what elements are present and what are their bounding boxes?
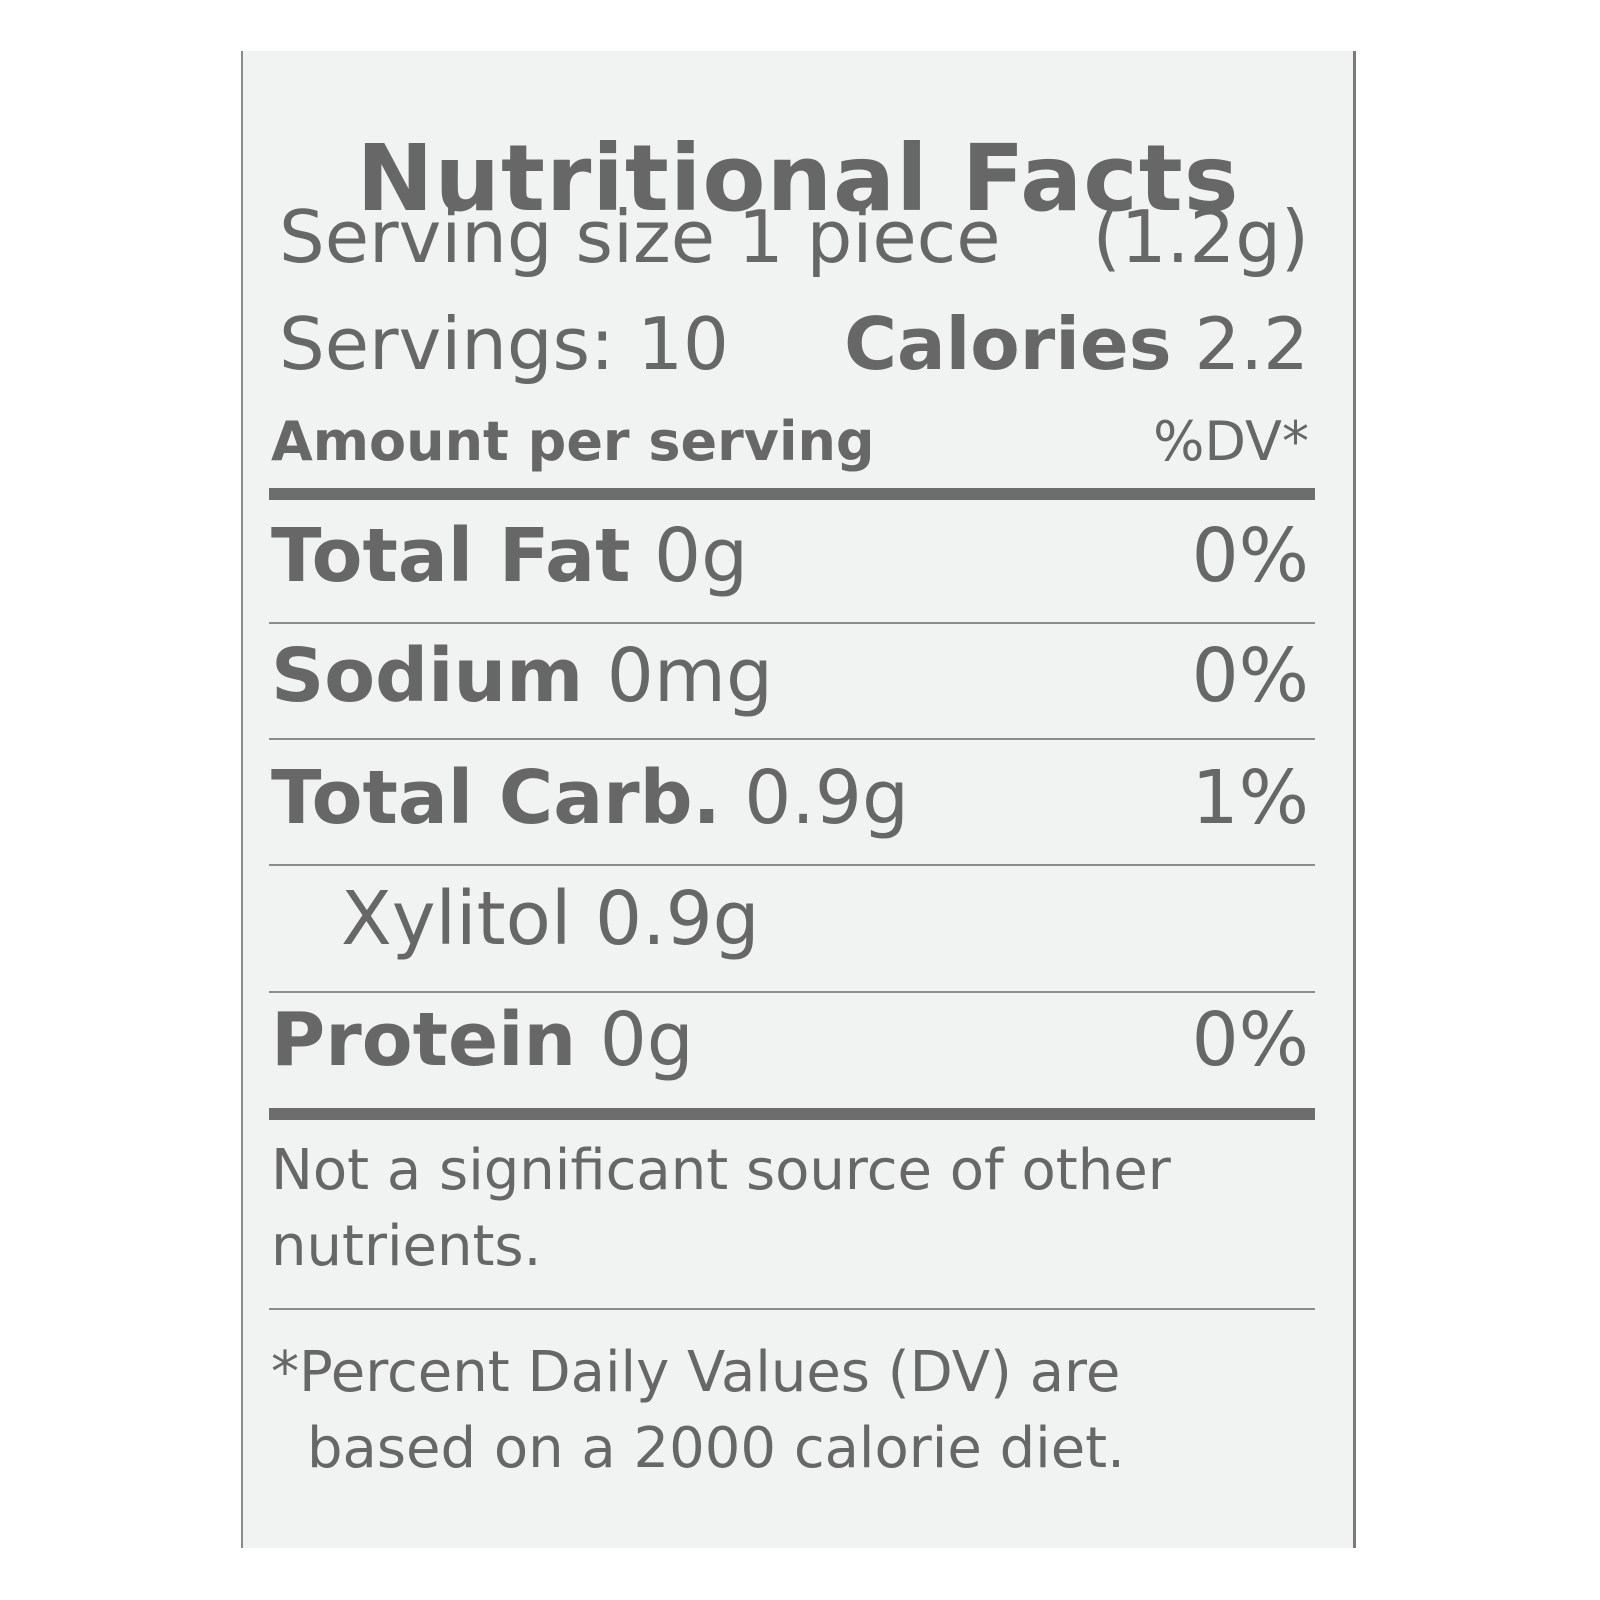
- nutrient-name: Protein: [271, 997, 577, 1083]
- nutrient-amount: 0g: [599, 997, 694, 1083]
- footnote-line-2: based on a 2000 calorie diet.: [307, 1416, 1125, 1481]
- calories-value: 2.2: [1194, 302, 1309, 386]
- nutrient-row-protein: Protein 0g: [271, 1003, 694, 1077]
- divider: [269, 864, 1315, 866]
- nutrient-row-sodium: Sodium 0mg: [271, 639, 773, 713]
- serving-size-weight: (1.2g): [1092, 195, 1309, 279]
- note-line-1: Not a significant source of other: [271, 1138, 1171, 1203]
- divider: [269, 1308, 1315, 1310]
- nutrient-dv: 1%: [1191, 755, 1309, 841]
- nutrition-facts-panel: Nutritional Facts Serving size 1 piece (…: [241, 51, 1356, 1548]
- nutrient-amount: 0mg: [606, 633, 773, 719]
- servings-count: Servings: 10: [279, 302, 729, 386]
- nutrient-name: Sodium: [271, 633, 584, 719]
- serving-size: Serving size 1 piece: [279, 195, 1001, 279]
- nutrient-row-total-carb: Total Carb. 0.9g: [271, 761, 909, 835]
- nutrient-dv: 0%: [1191, 633, 1309, 719]
- nutrient-amount: 0.9g: [744, 755, 909, 841]
- nutrient-name: Total Fat: [271, 513, 631, 599]
- nutrient-dv: 0%: [1191, 997, 1309, 1083]
- calories: Calories 2.2: [844, 308, 1309, 380]
- nutrient-amount: 0g: [653, 513, 749, 599]
- dv-header: %DV*: [1153, 410, 1309, 473]
- nutrient-name: Xylitol: [341, 876, 572, 962]
- divider: [269, 991, 1315, 993]
- divider: [269, 738, 1315, 740]
- note-line-2: nutrients.: [271, 1214, 542, 1279]
- nutrient-name: Total Carb.: [271, 755, 721, 841]
- nutrient-row-xylitol: Xylitol 0.9g: [341, 882, 760, 956]
- thick-divider: [269, 1108, 1315, 1120]
- thick-divider: [269, 488, 1315, 500]
- nutrient-row-total-fat: Total Fat 0g: [271, 519, 748, 593]
- nutrient-dv: 0%: [1191, 513, 1309, 599]
- calories-label: Calories: [844, 302, 1172, 386]
- nutrient-amount: 0.9g: [595, 876, 760, 962]
- footnote-line-1: *Percent Daily Values (DV) are: [271, 1340, 1121, 1405]
- divider: [269, 622, 1315, 624]
- amount-per-serving-header: Amount per serving: [271, 410, 875, 473]
- label-title: Nutritional Facts: [356, 125, 1240, 232]
